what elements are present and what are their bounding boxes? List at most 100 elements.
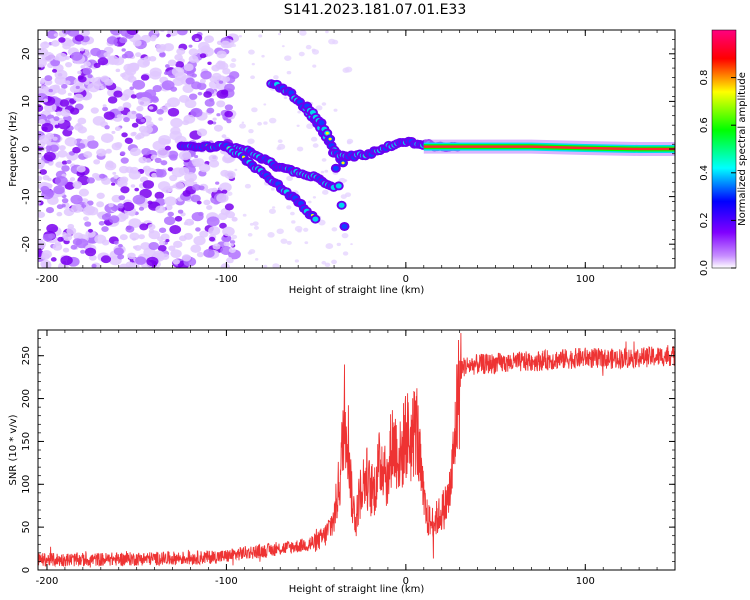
noise-blob <box>248 129 254 134</box>
noise-blob <box>151 172 158 178</box>
spectrogram-y-tick-label: -10 <box>21 188 32 204</box>
spectrogram-x-tick-label: -100 <box>215 274 238 285</box>
noise-blob <box>87 200 94 206</box>
ridge-blob-core <box>338 202 345 208</box>
noise-blob <box>64 80 71 85</box>
noise-blob <box>175 61 185 68</box>
noise-blob <box>257 121 263 126</box>
noise-blob <box>272 263 280 268</box>
noise-blob <box>58 37 66 43</box>
noise-blob <box>53 185 65 195</box>
noise-blob <box>135 92 143 99</box>
noise-blob <box>208 226 221 236</box>
noise-blob <box>315 105 323 111</box>
noise-blob <box>48 233 56 239</box>
noise-blob <box>169 154 178 161</box>
noise-blob <box>118 195 126 201</box>
noise-blob <box>60 109 71 117</box>
spectrogram-y-tick-label: 0 <box>21 146 32 152</box>
noise-blob <box>261 54 265 58</box>
noise-blob <box>196 251 204 258</box>
noise-blob <box>344 179 348 182</box>
noise-blob <box>61 83 68 89</box>
noise-blob <box>77 143 86 149</box>
noise-blob <box>78 75 87 83</box>
noise-blob <box>174 215 183 222</box>
noise-blob <box>178 150 192 161</box>
noise-blob <box>216 193 229 203</box>
noise-blob <box>57 88 67 95</box>
noise-blob <box>344 192 352 198</box>
noise-blob <box>79 47 85 52</box>
noise-blob <box>342 251 349 256</box>
noise-blob <box>121 48 126 52</box>
noise-blob <box>194 158 205 166</box>
noise-blob <box>223 241 230 247</box>
noise-blob <box>222 76 231 83</box>
noise-blob <box>80 249 86 254</box>
noise-blob <box>192 184 201 191</box>
spectrogram-x-tick-label: 0 <box>403 274 409 285</box>
noise-blob <box>182 84 194 93</box>
noise-blob <box>108 215 120 224</box>
steady-ridge-core <box>423 145 675 151</box>
noise-blob <box>167 167 174 172</box>
noise-blob <box>110 30 123 36</box>
noise-blob <box>226 119 232 124</box>
noise-blob <box>161 253 170 260</box>
noise-blob <box>255 258 259 261</box>
noise-blob <box>63 207 75 217</box>
noise-blob <box>112 171 117 175</box>
noise-blob <box>48 161 54 166</box>
noise-blob <box>169 225 182 235</box>
noise-blob <box>106 55 119 66</box>
noise-blob <box>100 133 114 143</box>
noise-blob <box>117 203 124 209</box>
noise-blob <box>83 61 91 67</box>
noise-blob <box>224 170 236 180</box>
noise-blob <box>143 56 151 62</box>
noise-blob <box>64 181 75 190</box>
noise-blob <box>263 121 268 125</box>
noise-blob <box>138 156 148 164</box>
noise-blob <box>104 125 110 130</box>
noise-blob <box>154 157 162 164</box>
noise-blob <box>132 39 142 47</box>
noise-blob <box>183 114 196 124</box>
noise-blob <box>122 102 132 109</box>
noise-blob <box>146 256 159 267</box>
noise-blob <box>38 175 43 182</box>
noise-blob <box>156 44 162 49</box>
noise-blob <box>191 211 204 222</box>
noise-blob <box>105 148 112 154</box>
noise-blob <box>238 35 242 38</box>
noise-blob <box>61 198 69 204</box>
noise-blob <box>188 178 195 183</box>
noise-blob <box>224 203 234 211</box>
noise-blob <box>158 117 163 121</box>
noise-blob <box>54 176 68 187</box>
noise-blob <box>41 189 54 200</box>
noise-blob <box>336 242 341 247</box>
noise-blob <box>229 63 236 68</box>
noise-blob <box>49 144 59 152</box>
noise-blob <box>83 151 93 158</box>
noise-blob <box>52 68 58 73</box>
noise-blob <box>98 220 105 226</box>
noise-blob <box>129 86 135 91</box>
noise-blob <box>231 58 237 63</box>
spectrogram-y-tick-label: 10 <box>21 95 32 108</box>
noise-blob <box>157 181 171 191</box>
noise-blob <box>199 53 207 59</box>
noise-blob <box>52 84 60 90</box>
noise-blob <box>310 136 318 142</box>
noise-blob <box>226 191 233 196</box>
noise-blob <box>232 43 237 48</box>
noise-blob <box>152 85 162 93</box>
noise-blob <box>321 158 327 162</box>
noise-blob <box>195 38 199 42</box>
noise-blob <box>101 226 109 232</box>
noise-blob <box>120 157 129 164</box>
